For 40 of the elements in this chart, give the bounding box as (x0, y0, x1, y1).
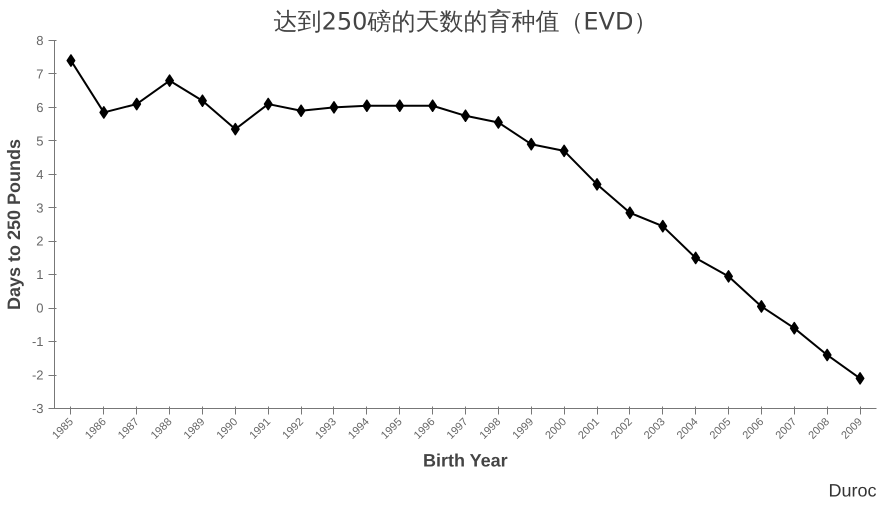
y-axis-title: Days to 250 Pounds (4, 138, 24, 310)
point (99, 106, 108, 119)
point (790, 322, 799, 335)
text: Duroc (828, 480, 876, 500)
point (822, 348, 832, 362)
y-tick-label: 6 (36, 100, 44, 115)
point (132, 98, 142, 111)
y-tick-label: -1 (32, 334, 44, 350)
y-tick-label: 2 (36, 234, 44, 249)
point (230, 122, 240, 136)
point (658, 220, 668, 233)
y-tick-label: -2 (32, 368, 44, 383)
y-tick-label: 4 (36, 166, 44, 182)
point (296, 104, 306, 118)
y-tick-label: 1 (36, 267, 44, 282)
x-axis-title: Birth Year (422, 450, 508, 470)
point (625, 206, 634, 220)
point (494, 116, 503, 129)
y-tick-label: 5 (36, 133, 44, 148)
point (856, 372, 865, 385)
point (560, 144, 569, 158)
point (165, 74, 174, 88)
point (198, 94, 207, 108)
point (724, 270, 734, 283)
y-tick-label: -3 (32, 401, 44, 416)
point (428, 99, 438, 112)
point (362, 99, 372, 112)
chart-title: 达到250磅的天数的育种值（EVD） (274, 8, 658, 36)
point (264, 98, 273, 111)
point (395, 99, 404, 112)
point (691, 251, 700, 264)
point (756, 300, 766, 313)
point (526, 138, 536, 151)
y-tick-label: 3 (36, 200, 44, 216)
point (592, 178, 602, 191)
y-tick-label: 0 (36, 300, 44, 316)
point (66, 54, 76, 68)
y-tick-label: 7 (36, 66, 44, 82)
y-tick-label: 8 (36, 33, 44, 48)
point (329, 100, 338, 114)
